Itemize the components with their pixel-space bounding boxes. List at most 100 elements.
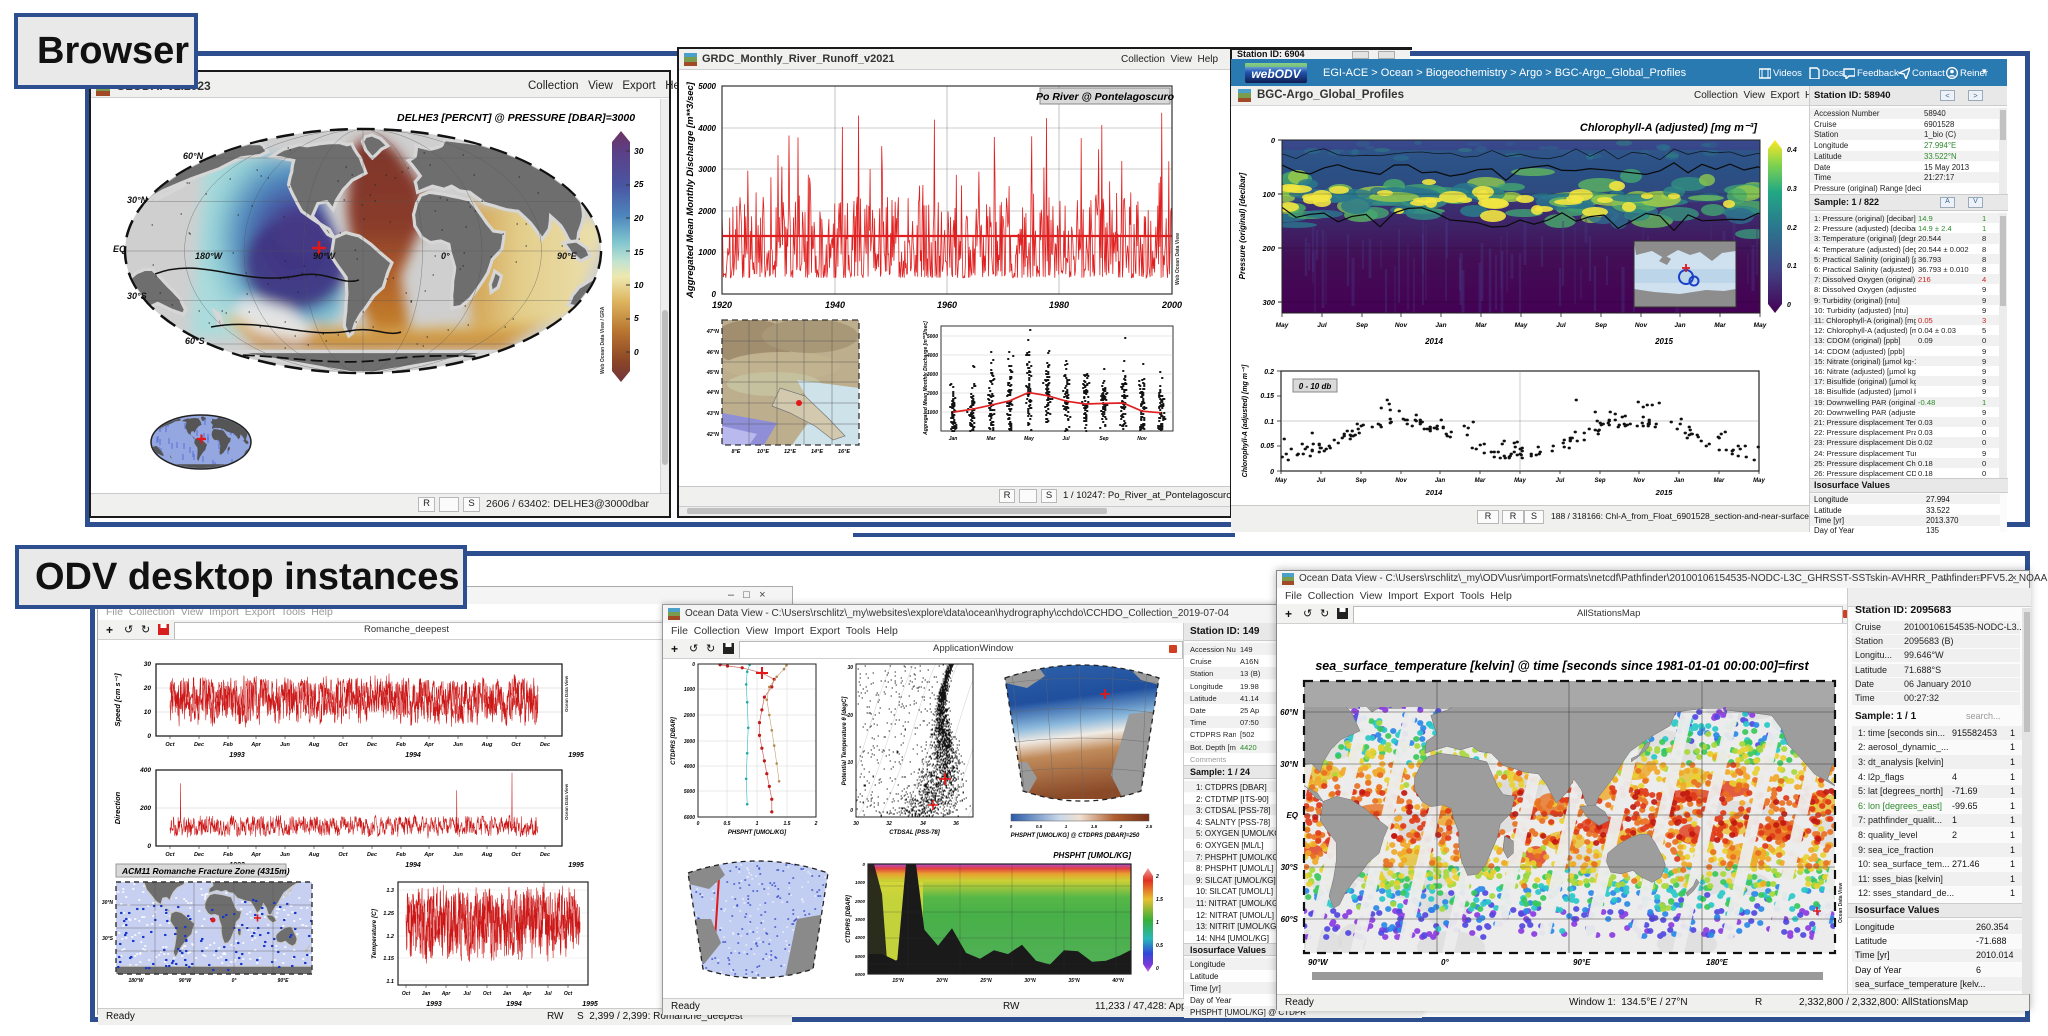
svg-text:PHSPHT [UMOL/KG]: PHSPHT [UMOL/KG]: [728, 830, 787, 836]
svg-text:Direction: Direction: [113, 791, 122, 824]
svg-text:Jan: Jan: [1674, 322, 1685, 329]
svg-text:Dec: Dec: [540, 852, 550, 858]
svg-text:4000: 4000: [683, 764, 695, 770]
svg-text:Oct: Oct: [483, 991, 492, 997]
svg-text:20: 20: [143, 685, 152, 692]
svg-text:ACM11 Romanche Fracture Zone (: ACM11 Romanche Fracture Zone (4315m): [121, 866, 290, 876]
svg-text:CTDPRS [DBAR]: CTDPRS [DBAR]: [846, 894, 852, 943]
svg-text:5: 5: [634, 313, 639, 323]
svg-text:30: 30: [634, 146, 644, 156]
svg-text:1994: 1994: [405, 862, 421, 869]
svg-text:Jan: Jan: [503, 991, 512, 997]
svg-text:Ocean Data View: Ocean Data View: [1838, 883, 1844, 923]
svg-text:30: 30: [853, 821, 859, 827]
svg-text:32: 32: [886, 821, 892, 827]
svg-text:10°E: 10°E: [757, 449, 769, 455]
svg-text:1000: 1000: [855, 880, 866, 885]
svg-text:EQ: EQ: [113, 244, 126, 254]
svg-text:Jun: Jun: [280, 852, 290, 858]
svg-text:0.2: 0.2: [1787, 225, 1797, 232]
svg-text:2: 2: [1119, 824, 1123, 829]
svg-text:6000: 6000: [855, 972, 866, 977]
svg-text:30°S: 30°S: [1281, 863, 1299, 872]
svg-text:46°N: 46°N: [706, 350, 720, 356]
svg-text:2000: 2000: [1161, 300, 1182, 310]
svg-text:May: May: [1024, 436, 1034, 442]
svg-text:Jul: Jul: [1556, 478, 1565, 484]
svg-text:Dec: Dec: [194, 742, 204, 748]
svg-text:Apr: Apr: [250, 742, 261, 748]
svg-text:2.5: 2.5: [1145, 824, 1153, 829]
svg-text:0: 0: [1156, 966, 1159, 972]
svg-text:1993: 1993: [229, 752, 245, 759]
svg-text:1: 1: [1156, 920, 1159, 926]
svg-text:1.25: 1.25: [383, 911, 395, 917]
svg-text:2000: 2000: [683, 713, 695, 719]
svg-text:2000: 2000: [926, 391, 938, 397]
svg-text:20: 20: [633, 213, 644, 223]
svg-text:Dec: Dec: [540, 742, 550, 748]
svg-text:14°E: 14°E: [811, 449, 823, 455]
svg-text:0: 0: [147, 733, 151, 740]
svg-text:1.3: 1.3: [386, 888, 394, 894]
svg-text:5000: 5000: [698, 82, 716, 91]
svg-text:Feb: Feb: [396, 852, 406, 858]
svg-text:5000: 5000: [927, 334, 938, 340]
svg-text:200: 200: [139, 805, 151, 812]
svg-text:Aug: Aug: [481, 852, 493, 858]
svg-text:May: May: [1515, 322, 1528, 329]
svg-text:10: 10: [144, 709, 152, 716]
svg-text:1995: 1995: [568, 752, 584, 759]
svg-text:May: May: [1276, 322, 1289, 329]
svg-text:Aggregated Mean Monthly Discha: Aggregated Mean Monthly Discharge [m**3/…: [685, 81, 696, 299]
svg-text:4000: 4000: [854, 935, 866, 940]
svg-text:5000: 5000: [855, 954, 866, 959]
svg-text:3000: 3000: [698, 165, 716, 174]
svg-text:PHSPHT [UMOL/KG] @ CTDPRS [DBA: PHSPHT [UMOL/KG] @ CTDPRS [DBAR]=250: [1011, 833, 1140, 839]
svg-text:Apr: Apr: [441, 991, 452, 997]
svg-text:Oct: Oct: [511, 852, 521, 858]
svg-text:400: 400: [139, 767, 151, 774]
svg-text:EQ: EQ: [1286, 811, 1298, 820]
svg-text:Nov: Nov: [1633, 478, 1645, 484]
svg-text:0.3: 0.3: [1787, 186, 1797, 193]
svg-text:0: 0: [697, 821, 700, 827]
svg-text:90°E: 90°E: [1573, 958, 1591, 967]
svg-text:1940: 1940: [825, 300, 845, 310]
svg-text:Jun: Jun: [280, 742, 290, 748]
svg-text:30°S: 30°S: [102, 936, 114, 942]
svg-text:Jun: Jun: [453, 852, 463, 858]
svg-text:30°N: 30°N: [127, 195, 148, 205]
svg-text:1.1: 1.1: [386, 979, 394, 985]
svg-text:0.5: 0.5: [1036, 824, 1043, 829]
svg-text:May: May: [1514, 478, 1526, 484]
svg-text:100: 100: [1262, 190, 1275, 199]
svg-text:May: May: [1754, 322, 1767, 329]
svg-text:Mar: Mar: [1714, 322, 1726, 329]
svg-text:44°N: 44°N: [706, 390, 720, 396]
svg-text:0.1: 0.1: [1787, 263, 1797, 270]
svg-text:25: 25: [633, 179, 644, 189]
svg-text:CTDSAL [PSS-78]: CTDSAL [PSS-78]: [889, 830, 941, 836]
svg-text:30°S: 30°S: [127, 291, 147, 301]
svg-text:Jun: Jun: [453, 742, 463, 748]
svg-text:0: 0: [1787, 302, 1791, 309]
svg-text:10: 10: [634, 280, 644, 290]
svg-text:8°E: 8°E: [732, 449, 741, 455]
svg-text:Aug: Aug: [308, 742, 320, 748]
svg-text:sea_surface_temperature [kelvi: sea_surface_temperature [kelvin] @ time …: [1315, 659, 1809, 673]
svg-text:Oct: Oct: [165, 742, 175, 748]
svg-text:May: May: [1753, 478, 1765, 484]
svg-text:25°N: 25°N: [979, 978, 992, 984]
svg-text:15: 15: [634, 247, 644, 257]
svg-text:60°S: 60°S: [1281, 915, 1299, 924]
svg-text:5000: 5000: [684, 789, 695, 795]
svg-text:2015: 2015: [1654, 337, 1673, 346]
svg-text:1960: 1960: [937, 300, 957, 310]
svg-text:Ocean Data View: Ocean Data View: [564, 783, 569, 820]
svg-text:Potential Temperature θ [degC]: Potential Temperature θ [degC]: [842, 696, 848, 786]
svg-text:60°N: 60°N: [1280, 708, 1298, 717]
svg-text:1: 1: [1065, 824, 1068, 829]
svg-text:Jan: Jan: [422, 991, 431, 997]
svg-text:DELHE3 [PERCNT] @ PRESSURE [DB: DELHE3 [PERCNT] @ PRESSURE [DBAR]=3000: [397, 112, 635, 124]
